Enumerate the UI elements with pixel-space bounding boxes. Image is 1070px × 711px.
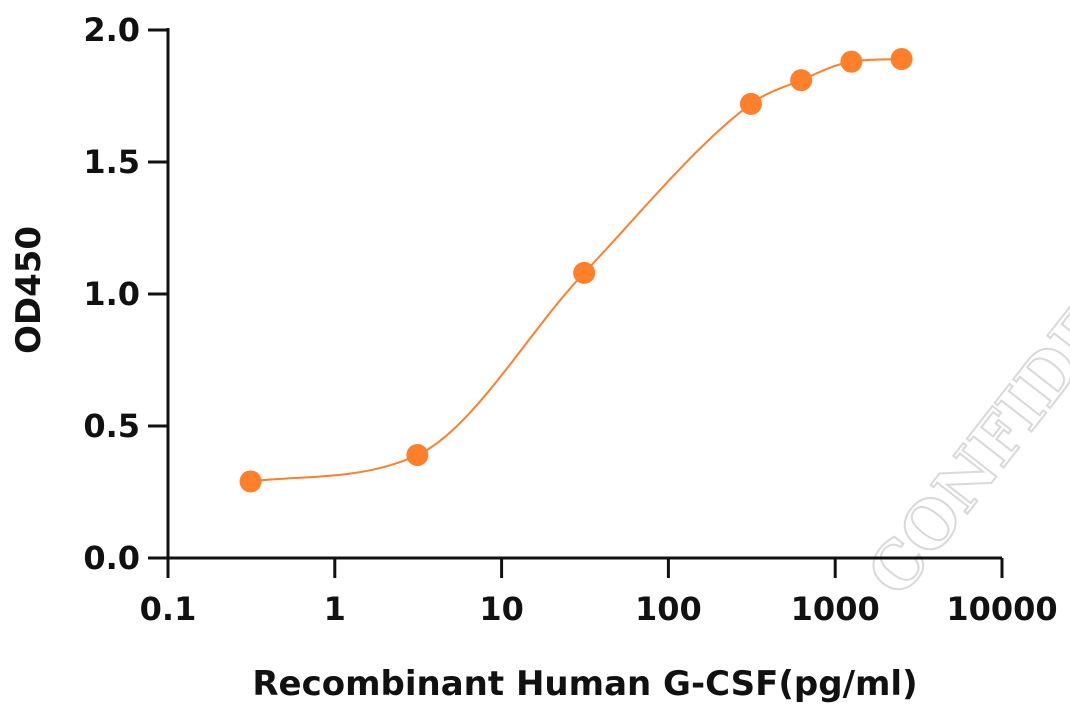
data-points: [239, 48, 913, 493]
x-tick-label: 10000: [946, 590, 1057, 628]
x-tick-label: 1: [324, 590, 346, 628]
data-point: [573, 261, 596, 284]
x-tick-label: 0.1: [140, 590, 197, 628]
data-point: [840, 50, 863, 73]
watermark: CONFIDENTIAL: [853, 109, 1070, 611]
data-point: [406, 444, 429, 467]
x-tick-label: 10: [479, 590, 524, 628]
y-tick-label: 2.0: [83, 11, 140, 49]
y-tick-label: 1.0: [83, 275, 140, 313]
data-point: [739, 92, 762, 115]
x-ticks: 0.1 1 10 100 1000 10000: [140, 558, 1058, 628]
y-axis-title: OD450: [9, 226, 49, 354]
data-point: [239, 470, 262, 493]
data-point: [790, 69, 813, 92]
y-ticks: 0.0 0.5 1.0 1.5 2.0: [83, 11, 168, 577]
x-tick-label: 1000: [791, 590, 880, 628]
y-tick-label: 1.5: [83, 143, 140, 181]
watermark-text: CONFIDENTIAL: [854, 110, 1070, 610]
data-point: [890, 48, 913, 71]
y-tick-label: 0.5: [83, 407, 140, 445]
y-tick-label: 0.0: [83, 539, 140, 577]
x-axis-title: Recombinant Human G-CSF(pg/ml): [252, 664, 917, 704]
x-tick-label: 100: [635, 590, 702, 628]
